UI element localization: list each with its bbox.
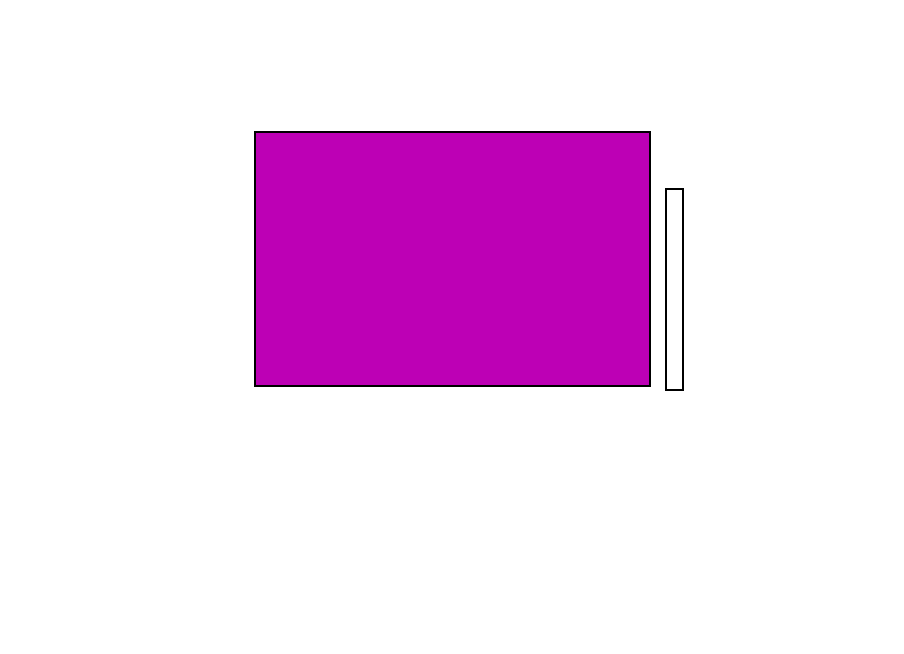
colorbar[interactable]: [665, 188, 684, 391]
plot-area[interactable]: [254, 131, 651, 387]
heatmap-field: [256, 133, 649, 385]
